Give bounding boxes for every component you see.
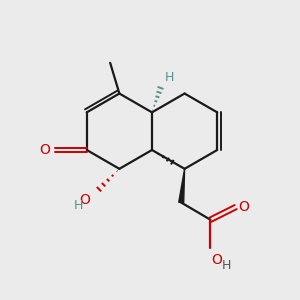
Text: H: H: [164, 71, 174, 84]
Text: O: O: [39, 143, 50, 157]
Text: O: O: [238, 200, 250, 214]
Text: H: H: [221, 259, 231, 272]
Text: O: O: [212, 253, 222, 267]
Polygon shape: [179, 169, 184, 203]
Text: O: O: [79, 194, 90, 207]
Text: H: H: [74, 200, 83, 212]
